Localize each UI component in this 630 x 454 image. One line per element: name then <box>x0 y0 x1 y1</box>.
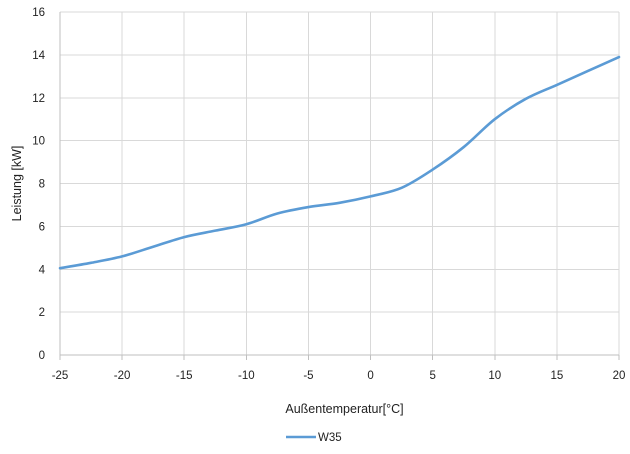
x-tick-labels: -25 -20 -15 -10 -5 0 5 10 15 20 <box>52 370 626 382</box>
y-tick-label: 2 <box>39 307 45 319</box>
y-tick-label: 10 <box>32 136 45 148</box>
y-tick-label: 8 <box>39 179 45 191</box>
x-tick-label: 15 <box>550 370 563 382</box>
y-axis-title: Leistung [kW] <box>10 146 24 222</box>
grid <box>60 11 620 355</box>
legend-label-w35: W35 <box>318 432 342 444</box>
x-axis-title: Außentemperatur[°C] <box>285 402 403 416</box>
series-line-w35 <box>58 55 621 270</box>
series-group <box>58 55 621 270</box>
x-tick-label: 0 <box>367 370 373 382</box>
y-tick-labels: 0 2 4 6 8 10 12 14 16 <box>32 7 45 362</box>
x-tick-label: -5 <box>303 370 313 382</box>
axes <box>59 12 620 360</box>
y-tick-label: 0 <box>39 350 45 362</box>
x-tick-label: 5 <box>429 370 435 382</box>
x-tick-label: 20 <box>613 370 626 382</box>
x-tick-label: 10 <box>488 370 501 382</box>
x-tick-label: -15 <box>176 370 193 382</box>
y-tick-label: 6 <box>39 221 45 233</box>
x-tick-label: -25 <box>52 370 69 382</box>
x-tick-label: -10 <box>238 370 255 382</box>
y-tick-label: 12 <box>32 93 45 105</box>
y-tick-label: 16 <box>32 7 45 19</box>
y-tick-label: 14 <box>32 50 45 62</box>
x-tick-label: -20 <box>114 370 131 382</box>
y-tick-label: 4 <box>39 264 46 276</box>
legend: W35 <box>286 432 342 444</box>
